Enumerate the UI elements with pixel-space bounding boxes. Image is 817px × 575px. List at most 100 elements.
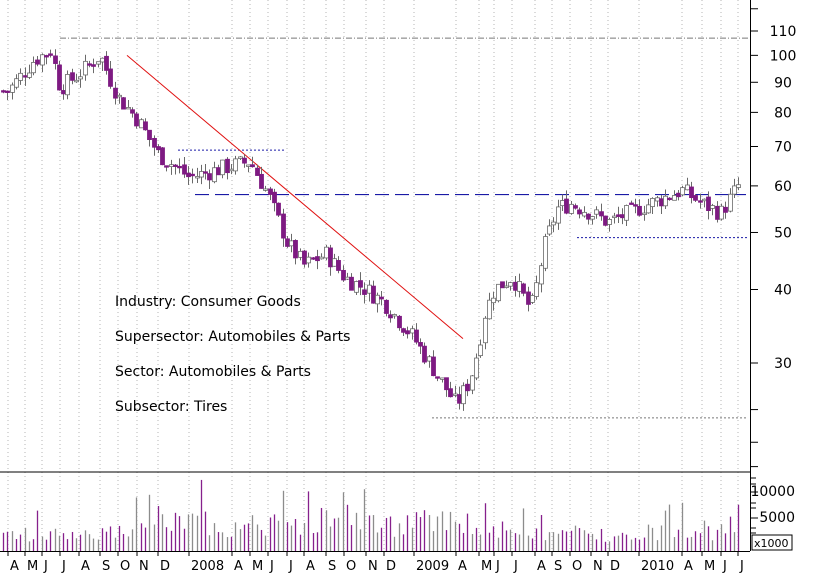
candle-down [207,173,212,181]
candle-up [728,193,733,212]
candle-up [233,158,238,172]
candle-down [599,211,604,217]
month-label: J [495,559,500,574]
candle-down [629,202,634,205]
candle-down [48,53,53,56]
candle-up [427,356,432,362]
candle-down [667,197,672,201]
candle-up [229,168,234,172]
candle-up [246,164,251,167]
price-axis: 30 40 50 60 70 80 90 100 110 [750,8,797,468]
month-label: J [722,559,727,574]
candle-up [367,284,372,294]
candle-down [341,269,346,281]
candle-up [517,281,522,292]
candle-down [328,247,333,268]
candle-up [40,54,45,66]
candle-down [272,191,277,204]
candle-down [70,72,75,81]
candle-up [736,184,741,188]
candle-up [710,205,715,209]
month-label: J [513,559,518,574]
price-tick-label: 40 [774,282,792,298]
month-label: A [458,559,467,574]
reference-lines [60,37,748,419]
candle-down [5,90,10,93]
candle-down [134,113,139,127]
candle-up [556,206,561,224]
candle-up [470,375,475,391]
month-label: M [252,559,263,574]
candle-down [216,167,221,176]
candle-up [547,225,552,235]
candle-up [650,198,655,208]
candle-up [672,195,677,201]
candle-down [121,97,126,110]
candle-down [689,186,694,199]
candle-down [255,167,260,176]
sector-annotations: Industry: Consumer Goods Supersector: Au… [115,294,350,415]
candle-up [624,205,629,221]
candle-up [539,265,544,285]
annotation-sector: Sector: Automobiles & Parts [115,364,311,380]
candle-up [496,283,501,302]
candle-down [388,314,393,319]
candle-down [152,137,157,148]
month-label: A [10,559,19,574]
month-label: S [328,559,336,574]
candle-down [564,198,569,214]
candle-down [53,55,58,64]
candle-up [74,79,79,83]
candle-down [182,164,187,175]
price-candles [1,49,741,411]
candle-down [435,376,440,379]
price-tick-label: 110 [770,24,797,40]
candle-up [65,74,70,96]
month-label: N [368,559,378,574]
candle-down [586,213,591,220]
month-label: D [160,559,170,574]
candle-down [698,200,703,203]
candle-up [100,57,105,63]
month-label: 2009 [416,559,449,574]
candle-up [732,185,737,195]
month-label: J [61,559,66,574]
month-label: O [346,559,356,574]
candle-up [375,294,380,305]
candle-down [302,250,307,265]
candle-up [31,62,36,74]
candle-down [573,205,578,209]
candle-up [569,203,574,214]
candle-up [319,256,324,260]
candle-up [169,164,174,167]
candle-down [577,209,582,215]
candle-up [680,187,685,196]
candle-down [190,173,195,177]
month-label: A [234,559,243,574]
month-label: 2010 [641,559,674,574]
candle-up [590,216,595,220]
month-label: D [386,559,396,574]
month-label: A [81,559,90,574]
candle-up [663,195,668,207]
price-tick-label: 90 [774,75,792,91]
candle-down [379,296,384,300]
month-label: M [481,559,492,574]
candle-down [706,196,711,211]
candle-down [457,394,462,404]
volume-tick-label: 5000 [759,510,795,526]
candle-down [1,90,6,93]
candle-down [401,328,406,333]
candle-down [659,198,664,207]
candle-down [693,195,698,201]
candle-up [83,60,88,76]
candle-up [612,215,617,218]
candle-down [616,214,621,217]
candle-up [483,317,488,344]
candle-up [263,188,268,191]
annotation-supersector: Supersector: Automobiles & Parts [115,329,350,345]
candle-down [422,345,427,363]
candle-down [160,147,165,166]
candle-up [212,167,217,183]
annotation-industry: Industry: Consumer Goods [115,294,301,310]
